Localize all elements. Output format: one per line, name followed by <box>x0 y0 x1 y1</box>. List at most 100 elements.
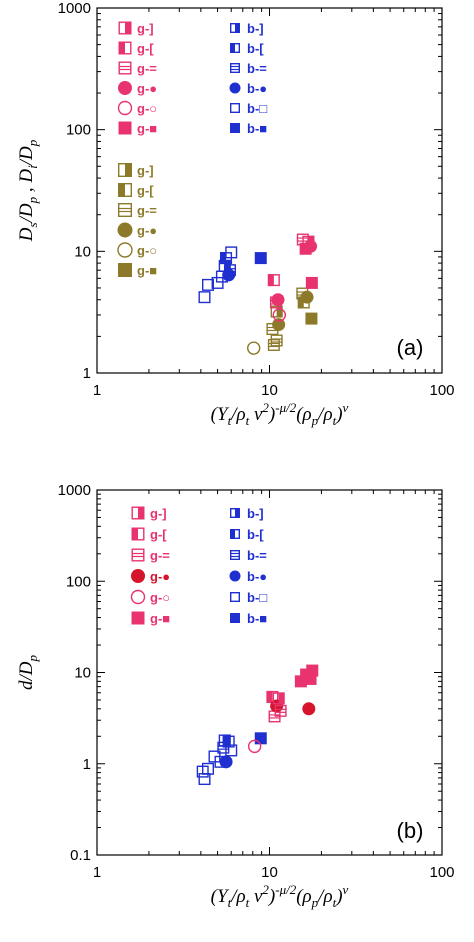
legend-item: g-■ <box>118 263 157 278</box>
x-tick-label: 1 <box>93 382 101 399</box>
legend-item: g-● <box>131 569 170 584</box>
legend-item: g-[ <box>118 41 154 56</box>
data-point <box>272 318 286 332</box>
legend-item: g-● <box>117 222 157 238</box>
legend-item: g-] <box>117 162 154 178</box>
data-points <box>196 664 319 786</box>
data-point <box>247 739 262 754</box>
legend-marker <box>131 527 145 541</box>
legend-item: b-□ <box>229 101 267 116</box>
chart-panel-a: 1 10 100 1 10 100 1000 (Yt/ρt v2)-μ/2(ρp/ρt)ν Ds… <box>16 0 455 428</box>
data-point <box>267 338 280 351</box>
legend-marker <box>130 589 146 605</box>
legend-marker <box>229 82 241 94</box>
data-point <box>201 278 214 291</box>
data-point <box>270 305 283 318</box>
data-point <box>272 692 285 705</box>
legend-marker <box>229 23 240 34</box>
axis-ticks <box>96 490 442 856</box>
legend-item: g-] <box>118 21 154 36</box>
legend-marker <box>229 102 240 113</box>
legend-label: b-■ <box>247 611 267 626</box>
y-tick-label: 1 <box>83 756 91 773</box>
data-point <box>305 276 318 289</box>
legend-item: g-[ <box>117 182 154 198</box>
y-tick-label: 100 <box>66 122 91 139</box>
x-tick-label: 100 <box>429 382 454 399</box>
legend-marker <box>117 242 133 258</box>
data-point <box>254 252 267 265</box>
legend-item: g-= <box>118 61 157 76</box>
legend-item: g-] <box>131 506 167 521</box>
legend-marker <box>229 508 240 519</box>
legend-marker <box>118 121 132 135</box>
legend-label: g-[ <box>137 183 154 198</box>
legend-marker <box>131 548 145 562</box>
legend-label: b-= <box>247 61 267 76</box>
data-point <box>254 732 267 745</box>
legend-marker <box>117 222 133 238</box>
legend-item: b-] <box>229 506 264 521</box>
legend-item: b-= <box>229 61 267 76</box>
panel-label: (a) <box>397 335 424 360</box>
data-point <box>225 744 238 757</box>
legend-label: g-= <box>137 61 157 76</box>
legend-marker <box>117 162 132 177</box>
legend-label: b-□ <box>247 590 267 605</box>
legend-label: g-] <box>137 163 154 178</box>
legend-label: b-□ <box>247 101 267 116</box>
data-point <box>223 264 236 277</box>
legend-marker <box>117 182 132 197</box>
legend-label: g-] <box>137 21 154 36</box>
data-point <box>306 664 319 677</box>
data-point <box>304 239 318 253</box>
legend-item: g-= <box>131 548 170 563</box>
legend-item: g-● <box>118 81 157 96</box>
legend-marker <box>118 263 132 277</box>
legend-label: g-] <box>150 506 167 521</box>
legend-item: g-○ <box>130 589 170 605</box>
x-axis-label: (Yt/ρt v2)-μ/2(ρp/ρt)ν <box>211 400 349 428</box>
data-point <box>211 276 224 289</box>
data-point <box>219 755 233 769</box>
data-point <box>274 704 287 717</box>
x-tick-label: 10 <box>261 864 278 881</box>
data-point <box>198 291 211 304</box>
legend-item: g-[ <box>131 527 167 542</box>
legend-item: g-○ <box>117 100 157 116</box>
x-tick-label: 100 <box>429 864 454 881</box>
data-point <box>305 312 318 325</box>
legend-marker <box>117 202 132 217</box>
legend-item: b-[ <box>229 527 264 542</box>
legend-label: g-■ <box>150 611 170 626</box>
legend-marker <box>229 63 240 74</box>
legend-label: g-= <box>150 548 170 563</box>
y-tick-label: 1000 <box>58 482 91 499</box>
legend-label: g-● <box>150 569 170 584</box>
legend: g-] g-[g-= g-● g-○ g-■ b-] b-[b-= b-● b-□ b-■ <box>130 506 267 626</box>
legend-item: b-[ <box>229 41 264 56</box>
legend-label: g-● <box>137 81 157 96</box>
plot-frame <box>96 489 443 856</box>
y-tick-label: 1 <box>83 365 91 382</box>
legend-label: b-] <box>247 506 264 521</box>
legend-marker <box>118 81 132 95</box>
y-axis-label: d/Dp <box>16 655 40 691</box>
legend-marker <box>229 550 240 561</box>
legend-item: g-○ <box>117 242 157 258</box>
legend-label: b-[ <box>247 41 264 56</box>
legend-item: b-■ <box>230 611 267 626</box>
data-point <box>270 334 283 347</box>
legend-marker <box>230 123 240 133</box>
x-tick-label: 1 <box>93 864 101 881</box>
legend-item: g-= <box>117 202 157 218</box>
x-tick-label: 10 <box>261 382 278 399</box>
legend-label: g-○ <box>137 243 157 258</box>
legend-item: b-■ <box>230 121 267 136</box>
legend-marker <box>131 506 145 520</box>
legend-label: b-● <box>247 569 267 584</box>
legend-marker <box>230 613 240 623</box>
legend-item: b-● <box>229 569 267 584</box>
legend-marker <box>131 611 145 625</box>
